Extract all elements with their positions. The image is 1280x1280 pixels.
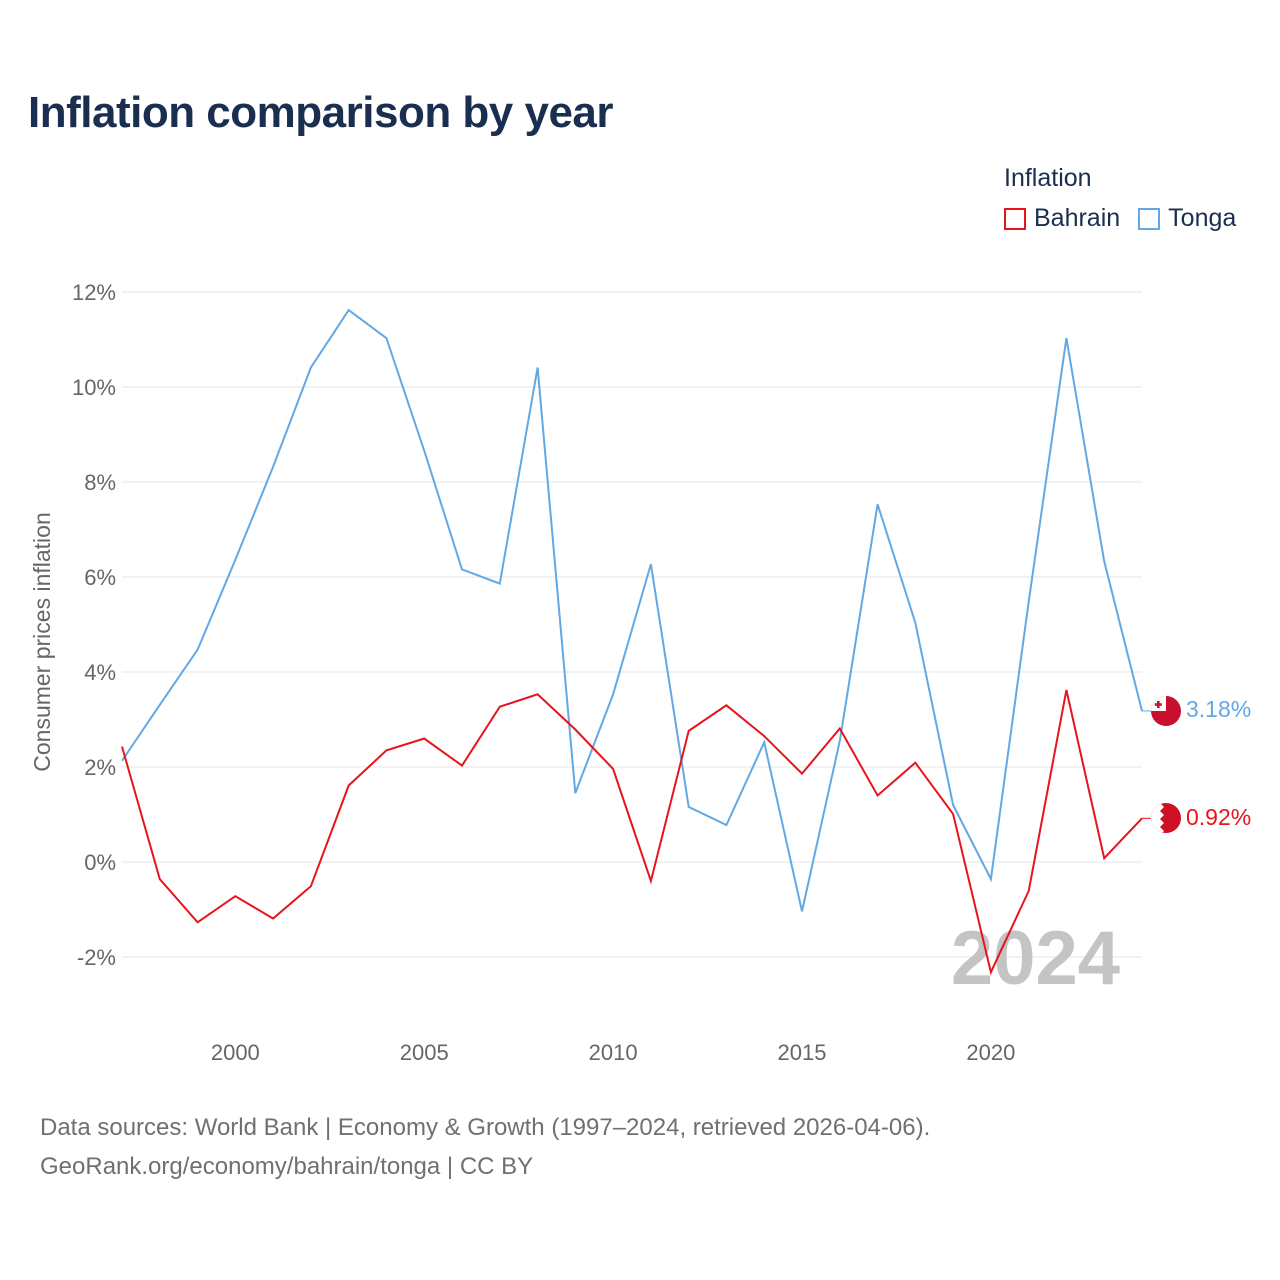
bahrain-flag-icon <box>1151 803 1181 833</box>
end-label-tonga: 3.18% <box>1186 696 1251 722</box>
x-tick-label: 2020 <box>966 1040 1015 1065</box>
series-line-bahrain[interactable] <box>121 689 1143 976</box>
series-lines <box>121 308 1152 976</box>
y-tick-label: 8% <box>84 470 116 495</box>
x-tick-label: 2015 <box>778 1040 827 1065</box>
x-tick-label: 2005 <box>400 1040 449 1065</box>
footer-sources: Data sources: World Bank | Economy & Gro… <box>40 1114 931 1141</box>
series-line-tonga[interactable] <box>121 308 1143 912</box>
footer-url: GeoRank.org/economy/bahrain/tonga | CC B… <box>40 1153 534 1180</box>
legend-title: Inflation <box>1004 164 1092 192</box>
y-axis-label: Consumer prices inflation <box>29 512 55 772</box>
y-tick-label: 6% <box>84 565 116 590</box>
y-tick-label: -2% <box>77 945 116 970</box>
gridlines <box>122 291 1142 958</box>
chart-title: Inflation comparison by year <box>28 88 614 137</box>
legend: Bahrain Tonga <box>1004 204 1254 233</box>
line-chart: -2% 0% 2% 4% 6% 8% 10% 12% 2000 2005 2010 2015 2020… <box>29 280 1251 1065</box>
y-axis-ticks: -2% 0% 2% 4% 6% 8% 10% 12% <box>72 280 116 970</box>
tonga-flag-icon <box>1151 696 1181 726</box>
y-tick-label: 10% <box>72 375 116 400</box>
x-tick-label: 2010 <box>589 1040 638 1065</box>
legend-swatch-bahrain <box>1004 207 1026 230</box>
y-tick-label: 0% <box>84 850 116 875</box>
footer: Data sources: World Bank | Economy & Gro… <box>40 1108 930 1186</box>
y-tick-label: 4% <box>84 660 116 685</box>
year-watermark: 2024 <box>951 916 1120 1001</box>
y-tick-label: 12% <box>72 280 116 305</box>
x-tick-label: 2000 <box>211 1040 260 1065</box>
y-tick-label: 2% <box>84 755 116 780</box>
legend-label-tonga: Tonga <box>1168 204 1237 232</box>
legend-swatch-tonga <box>1138 207 1161 230</box>
x-axis-ticks: 2000 2005 2010 2015 2020 <box>211 1040 1016 1065</box>
legend-item-tonga[interactable]: Tonga <box>1138 204 1236 233</box>
legend-label-bahrain: Bahrain <box>1034 204 1121 232</box>
end-label-bahrain: 0.92% <box>1186 804 1251 830</box>
legend-item-bahrain[interactable]: Bahrain <box>1004 204 1120 233</box>
end-markers <box>1151 696 1181 833</box>
